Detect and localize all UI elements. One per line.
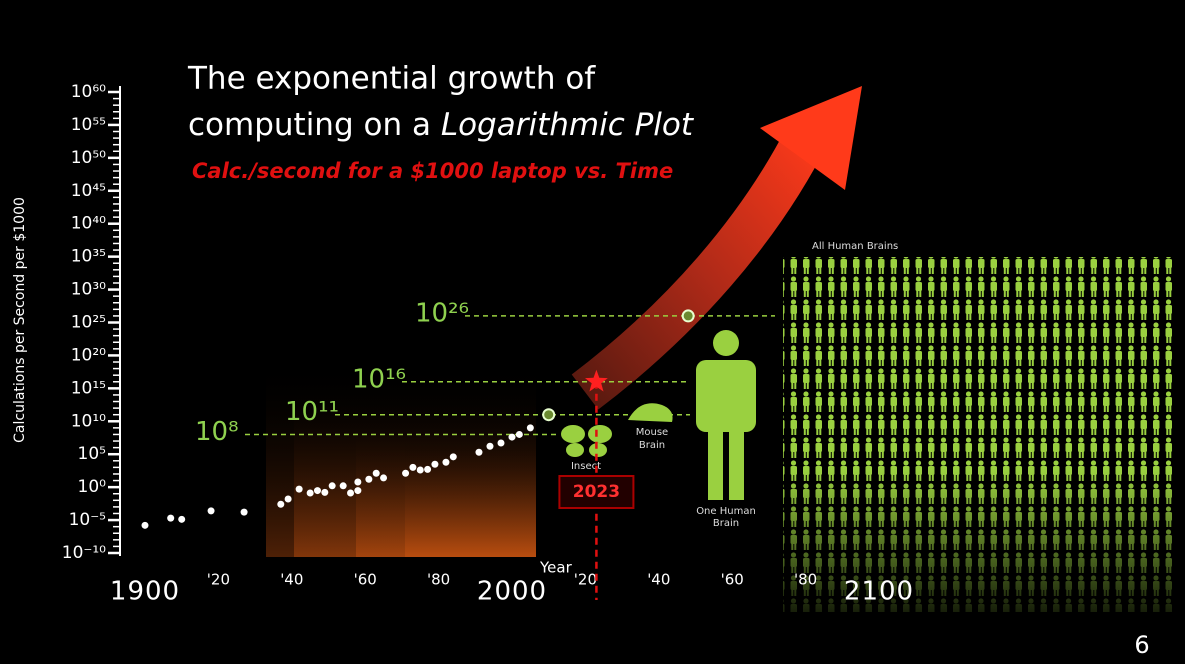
data-point — [207, 507, 215, 515]
all-brains-label: All Human Brains — [812, 241, 898, 252]
y-tick-label: 10⁻⁵ — [69, 510, 106, 530]
growth-arrow — [571, 86, 862, 410]
data-point — [372, 469, 380, 477]
human-icon — [696, 330, 756, 500]
y-tick-label: 10²⁵ — [71, 313, 106, 333]
data-point — [380, 474, 388, 482]
x-tick-label: 1900 — [110, 577, 180, 607]
data-point — [306, 489, 314, 497]
x-tick-label: 2100 — [844, 577, 914, 607]
y-tick-label: 10⁵⁵ — [71, 115, 106, 135]
mouse-label: Brain — [639, 440, 665, 451]
y-tick-label: 10³⁵ — [71, 247, 106, 267]
data-point — [167, 514, 175, 522]
mouse-label: Mouse — [636, 427, 668, 438]
data-point — [321, 488, 329, 496]
level-label: 10⁸ — [195, 417, 239, 447]
level-label: 10²⁶ — [415, 298, 469, 328]
data-point — [497, 439, 505, 447]
background-bands — [266, 360, 536, 557]
x-tick-label: '80 — [427, 571, 450, 589]
data-point — [424, 465, 432, 473]
data-point — [178, 515, 186, 523]
x-tick-label: '40 — [280, 571, 303, 589]
data-point — [416, 466, 424, 474]
data-point — [284, 495, 292, 503]
data-point — [328, 482, 336, 490]
insect-label: Insect — [571, 461, 601, 472]
y-tick-label: 10⁴⁰ — [71, 214, 106, 234]
minor-ticks — [113, 91, 120, 548]
data-point — [339, 482, 347, 490]
x-tick-label: '80 — [794, 571, 817, 589]
title-line-1: The exponential growth of — [187, 61, 596, 97]
y-tick-label: 10⁵ — [78, 444, 106, 464]
subtitle: Calc./second for a $1000 laptop vs. Time — [192, 159, 673, 183]
title-part: computing on a — [188, 107, 441, 143]
y-tick-label: 10¹⁰ — [71, 411, 106, 431]
level-label: 10¹⁶ — [352, 364, 406, 394]
current-year-box — [558, 475, 635, 509]
y-tick-label: 10²⁰ — [71, 345, 106, 365]
milestone-point — [542, 408, 556, 422]
y-tick-label: 10⁻¹⁰ — [62, 543, 106, 563]
human-crowd — [783, 257, 1173, 612]
data-point — [431, 460, 439, 468]
data-point — [475, 448, 483, 456]
milestone-star — [585, 369, 608, 392]
data-point — [313, 487, 321, 495]
data-point — [515, 430, 523, 438]
data-point — [354, 487, 362, 495]
y-tick-label: 10¹⁵ — [71, 378, 106, 398]
x-tick-label: '60 — [354, 571, 377, 589]
insect-icon — [561, 425, 612, 457]
y-tick-label: 10⁴⁵ — [71, 181, 106, 201]
human-label: Brain — [713, 518, 739, 529]
data-point — [240, 508, 248, 516]
x-axis-label: Year — [539, 559, 573, 577]
data-point — [295, 485, 303, 493]
y-axis-label: Calculations per Second per $1000 — [12, 197, 28, 443]
data-point — [442, 458, 450, 466]
y-tick-label: 10³⁰ — [71, 280, 106, 300]
human-label: One Human — [696, 506, 756, 517]
title-italic: Logarithmic Plot — [441, 107, 695, 143]
data-point — [486, 442, 494, 450]
page-number: 6 — [1134, 631, 1149, 659]
data-point — [365, 475, 373, 483]
milestone-point — [681, 309, 695, 323]
data-point — [141, 521, 149, 529]
level-label: 10¹¹ — [285, 397, 339, 427]
x-tick-label: '20 — [574, 571, 597, 589]
y-tick-label: 10⁰ — [78, 477, 107, 497]
data-point — [449, 453, 457, 461]
x-tick-label: '40 — [647, 571, 670, 589]
x-tick-label: 2000 — [477, 577, 547, 607]
mouse-icon — [628, 403, 673, 422]
data-point — [409, 463, 417, 471]
x-tick-label: '60 — [721, 571, 744, 589]
data-point — [402, 469, 410, 477]
data-point — [526, 424, 534, 432]
data-point — [508, 433, 516, 441]
y-tick-label: 10⁵⁰ — [71, 148, 106, 168]
data-point — [347, 489, 355, 497]
y-tick-label: 10⁶⁰ — [71, 82, 106, 102]
title-line-2: computing on a Logarithmic Plot — [188, 107, 695, 143]
data-point — [277, 500, 285, 508]
current-year-label: 2023 — [573, 482, 620, 502]
x-tick-label: '20 — [207, 571, 230, 589]
data-point — [354, 478, 362, 486]
